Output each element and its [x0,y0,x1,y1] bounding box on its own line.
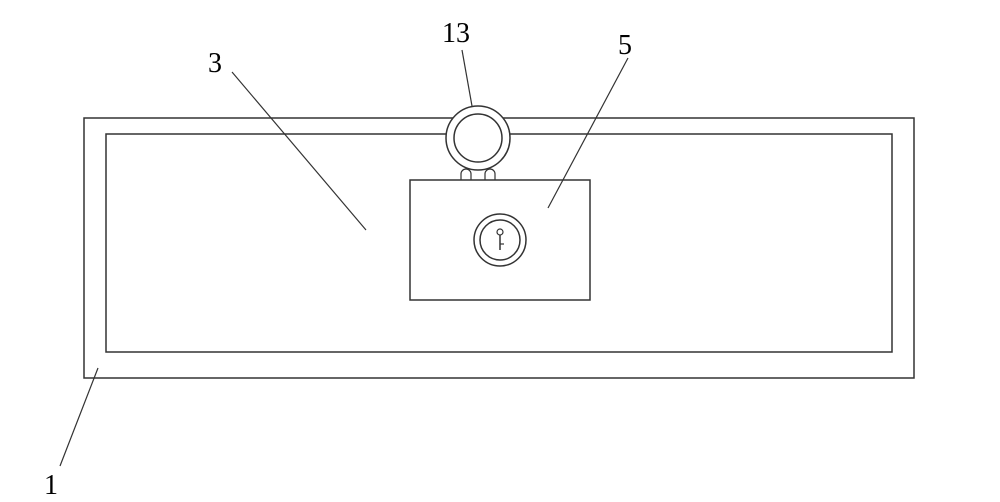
callout-label-1: 1 [44,470,58,502]
callout-label-13: 13 [442,18,470,50]
technical-diagram: 3 13 5 1 [0,0,1000,502]
top-circle-outer [446,106,510,170]
hinge-right [485,169,495,180]
leader-13 [462,50,472,106]
diagram-svg [0,0,1000,502]
hinge-left [461,169,471,180]
callout-label-3: 3 [208,48,222,80]
callout-label-5: 5 [618,30,632,62]
leader-3 [232,72,366,230]
leader-1 [60,368,98,466]
